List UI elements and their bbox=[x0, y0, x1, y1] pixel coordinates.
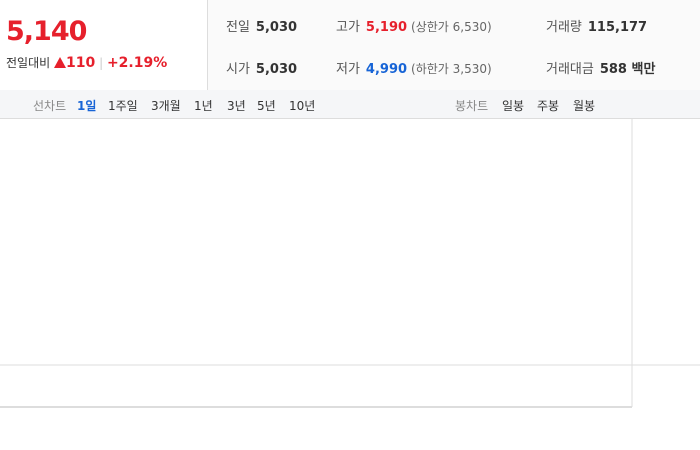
stat-label: 전일 bbox=[226, 20, 250, 35]
change-row: 전일대비 5,2115,1475,0845,0204,95709/0609/09… bbox=[6, 54, 700, 366]
period-tab[interactable]: 1년 bbox=[194, 99, 213, 113]
stat-item: 거래량 115,177 bbox=[546, 16, 647, 35]
candle-tab[interactable]: 월봉 bbox=[573, 99, 596, 113]
stat-label: 거래대금 bbox=[546, 62, 594, 77]
period-tab[interactable]: 3년 bbox=[227, 99, 246, 113]
change-label: 전일대비 bbox=[6, 56, 51, 70]
quote-header: 5,140 전일대비 5,2115,1475,0845,0204,95709/0… bbox=[0, 0, 700, 366]
stat-item: 시가 5,030 bbox=[226, 58, 297, 77]
candle-chart-label: 봉차트 bbox=[455, 99, 489, 113]
stat-value: 115,177 bbox=[587, 20, 648, 35]
stat-value: 4,990 bbox=[365, 62, 408, 77]
stat-item: 전일 5,030 bbox=[226, 16, 297, 35]
line-chart-label: 선차트 bbox=[33, 99, 67, 113]
change-percent: +2.19% bbox=[106, 55, 168, 71]
stat-note: (하한가 3,530) bbox=[411, 62, 492, 76]
stat-value: 5,190 bbox=[365, 20, 408, 35]
stat-label: 시가 bbox=[226, 62, 250, 77]
stats-panel: 전일 5,030 고가 5,190 (상한가 6,530) 거래량 115,177 시가 5,0… bbox=[207, 0, 700, 90]
period-tab[interactable]: 3개월 bbox=[151, 99, 181, 113]
stat-item: 저가 4,990 (하한가 3,530) bbox=[336, 58, 492, 77]
stat-label: 고가 bbox=[336, 20, 360, 35]
period-tab[interactable]: 5년 bbox=[257, 99, 276, 113]
period-tab[interactable]: 1일 bbox=[77, 99, 97, 113]
stat-note: (상한가 6,530) bbox=[411, 20, 492, 34]
current-price: 5,140 bbox=[6, 16, 87, 47]
stat-item: 거래대금 588 백만 bbox=[546, 58, 655, 77]
stat-value: 588 백만 bbox=[599, 62, 656, 77]
stat-label: 저가 bbox=[336, 62, 360, 77]
up-arrow: 5,2115,1475,0845,0204,95709/0609/0910:00… bbox=[53, 57, 700, 366]
period-tab[interactable]: 1주일 bbox=[108, 99, 138, 113]
stat-item: 고가 5,190 (상한가 6,530) bbox=[336, 16, 492, 35]
candle-tab[interactable]: 주봉 bbox=[537, 99, 560, 113]
candle-tab[interactable]: 일봉 bbox=[502, 99, 525, 113]
change-amount: 110 bbox=[66, 55, 96, 71]
stat-label: 거래량 bbox=[546, 20, 582, 35]
stat-value: 5,030 bbox=[255, 62, 298, 77]
chart bbox=[0, 118, 700, 408]
chart-tabs: 선차트 봉차트 1일 1주일 3개월 1년 3년 5년 10년 일봉 주봉 월봉 bbox=[0, 90, 700, 119]
period-tab[interactable]: 10년 bbox=[289, 99, 316, 113]
stat-value: 5,030 bbox=[255, 20, 298, 35]
